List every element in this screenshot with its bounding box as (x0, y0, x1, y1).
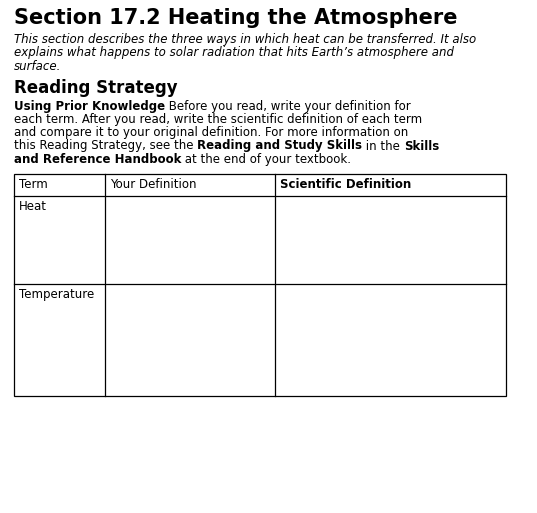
Bar (14, 174, 506, 396)
Text: Scientific Definition: Scientific Definition (280, 178, 411, 191)
Text: at the end of your textbook.: at the end of your textbook. (182, 153, 351, 166)
Text: Heat: Heat (19, 200, 47, 213)
Text: this Reading Strategy, see the: this Reading Strategy, see the (14, 140, 197, 152)
Text: each term. After you read, write the scientific definition of each term: each term. After you read, write the sci… (14, 113, 422, 126)
Text: in the: in the (362, 140, 404, 152)
Text: Skills: Skills (404, 140, 439, 152)
Text: Before you read, write your definition for: Before you read, write your definition f… (165, 100, 411, 113)
Text: Using Prior Knowledge: Using Prior Knowledge (14, 100, 165, 113)
Text: and compare it to your original definition. For more information on: and compare it to your original definiti… (14, 126, 408, 140)
Text: Temperature: Temperature (19, 288, 95, 301)
Text: Your Definition: Your Definition (110, 178, 197, 191)
Text: Reading Strategy: Reading Strategy (14, 79, 178, 97)
Text: Reading and Study Skills: Reading and Study Skills (197, 140, 362, 152)
Text: and Reference Handbook: and Reference Handbook (14, 153, 182, 166)
Text: This section describes the three ways in which heat can be transferred. It also: This section describes the three ways in… (14, 33, 476, 46)
Text: surface.: surface. (14, 60, 61, 73)
Text: Section 17.2 Heating the Atmosphere: Section 17.2 Heating the Atmosphere (14, 8, 458, 28)
Text: Term: Term (19, 178, 48, 191)
Text: explains what happens to solar radiation that hits Earth’s atmosphere and: explains what happens to solar radiation… (14, 46, 454, 60)
